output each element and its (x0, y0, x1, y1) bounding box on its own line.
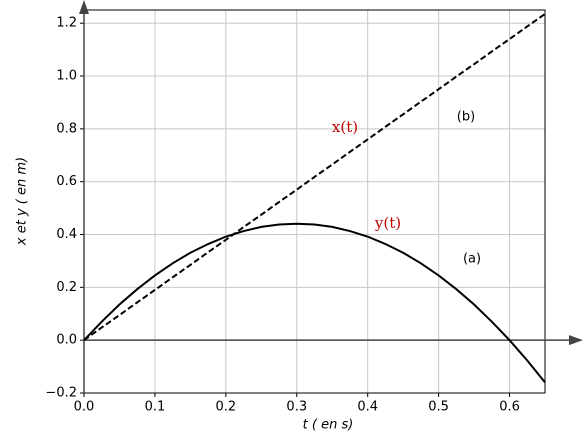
x-tick-label: 0.2 (216, 400, 237, 415)
line-series (83, 222, 546, 384)
x-axis-label: t ( en s) (303, 418, 354, 433)
series-label: y(t) (374, 214, 401, 232)
y-tick-label: 1.2 (56, 16, 77, 31)
x-tick-label: 0.6 (499, 400, 520, 415)
y-tick-label: 1.0 (56, 69, 77, 84)
arrow-head (569, 335, 583, 346)
y-tick-label: 0.4 (56, 227, 77, 242)
x-tick-label: 0.5 (428, 400, 449, 415)
y-axis-label: x et y ( en m) (15, 157, 30, 246)
x-tick-label: 0.0 (74, 400, 95, 415)
y-tick-label: −0.2 (45, 386, 77, 401)
arrow-head (79, 0, 89, 14)
series-label: x(t) (332, 118, 358, 136)
x-tick-label: 0.3 (286, 400, 307, 415)
y-tick-label: 0.6 (56, 174, 77, 189)
y-tick-label: 0.2 (56, 280, 77, 295)
y-tick-label: 0.8 (56, 121, 77, 136)
plot-frame (83, 9, 546, 394)
annotation: (b) (457, 110, 475, 125)
y-tick-label: 0.0 (56, 333, 77, 348)
x-tick-label: 0.1 (145, 400, 166, 415)
line-series (83, 13, 546, 341)
x-tick-label: 0.4 (357, 400, 378, 415)
annotation: (a) (463, 252, 481, 267)
